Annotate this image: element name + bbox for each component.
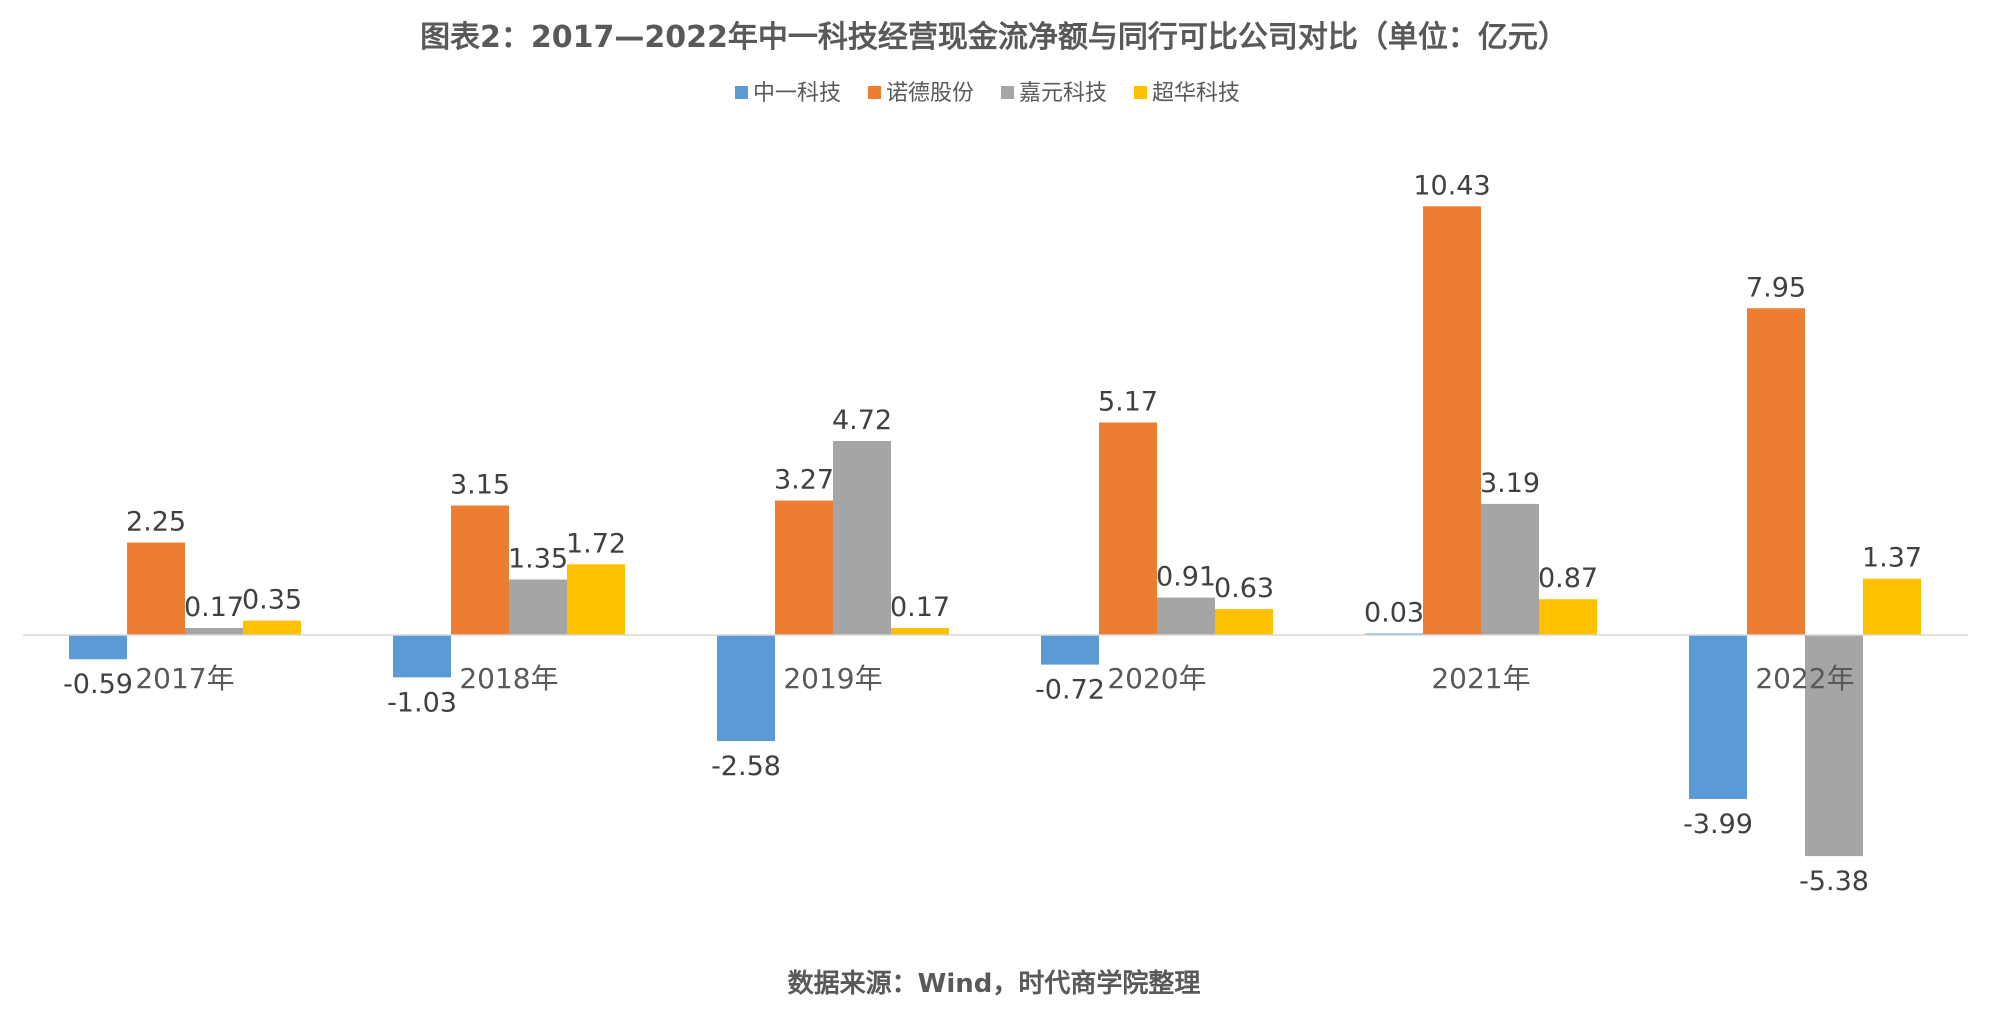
- data-label: 5.17: [1098, 387, 1158, 418]
- data-label: -3.99: [1683, 809, 1753, 840]
- data-label: 3.27: [774, 465, 834, 496]
- legend-item: 诺德股份: [868, 81, 974, 106]
- bar: [393, 635, 451, 678]
- bar: [509, 579, 567, 635]
- bar: [891, 628, 949, 635]
- data-label: -5.38: [1799, 866, 1869, 897]
- data-label: 0.63: [1214, 573, 1274, 604]
- legend-swatch: [1134, 86, 1147, 99]
- data-label: 0.17: [890, 592, 950, 623]
- data-label: 10.43: [1413, 170, 1490, 201]
- bars: -0.592.250.170.35-1.033.151.351.72-2.583…: [63, 170, 1922, 897]
- bar: [185, 628, 243, 635]
- bar: [1805, 635, 1863, 857]
- bar: [1481, 503, 1539, 635]
- data-label: -2.58: [711, 751, 781, 782]
- bar: [451, 505, 509, 635]
- data-label: -1.03: [387, 687, 457, 718]
- data-label: 3.19: [1480, 468, 1540, 499]
- legend-label: 中一科技: [753, 81, 841, 106]
- data-label: -0.72: [1035, 675, 1105, 706]
- bar: [1863, 578, 1921, 635]
- data-label: 0.17: [184, 592, 244, 623]
- bar: [1099, 422, 1157, 635]
- legend-swatch: [868, 86, 881, 99]
- bar: [1747, 308, 1805, 635]
- legend-label: 诺德股份: [886, 81, 974, 106]
- legend-item: 中一科技: [735, 81, 841, 106]
- bar: [1423, 206, 1481, 635]
- legend-label: 嘉元科技: [1019, 81, 1107, 106]
- data-label: 3.15: [450, 470, 510, 501]
- category-label: 2017年: [135, 662, 234, 695]
- data-label: 0.91: [1156, 562, 1216, 593]
- bar: [1157, 597, 1215, 635]
- bar: [127, 542, 185, 635]
- bar: [567, 564, 625, 635]
- legend: 中一科技 诺德股份 嘉元科技 超华科技: [735, 81, 1240, 106]
- data-label: 0.03: [1364, 598, 1424, 629]
- category-label: 2018年: [459, 662, 558, 695]
- legend-swatch: [1001, 86, 1014, 99]
- bar: [1539, 599, 1597, 635]
- bar: [717, 635, 775, 742]
- bar: [69, 635, 127, 660]
- data-label: 7.95: [1746, 272, 1806, 303]
- category-labels: 2017年 2018年 2019年 2020年 2021年 2022年: [135, 662, 1854, 695]
- data-label: 1.72: [566, 528, 626, 559]
- legend-item: 嘉元科技: [1001, 81, 1107, 106]
- legend-item: 超华科技: [1134, 81, 1240, 106]
- chart-title: 图表2：2017—2022年中一科技经营现金流净额与同行可比公司对比（单位：亿元…: [420, 20, 1568, 55]
- bar: [243, 620, 301, 635]
- category-label: 2020年: [1107, 662, 1206, 695]
- chart-source: 数据来源：Wind，时代商学院整理: [788, 968, 1201, 999]
- data-label: 4.72: [832, 405, 892, 436]
- category-label: 2019年: [783, 662, 882, 695]
- data-label: 1.37: [1862, 543, 1922, 574]
- bar: [833, 441, 891, 635]
- bar: [775, 500, 833, 635]
- category-label: 2021年: [1431, 662, 1530, 695]
- data-label: 0.87: [1538, 563, 1598, 594]
- data-label: 1.35: [508, 544, 568, 575]
- bar: [1041, 635, 1099, 665]
- legend-label: 超华科技: [1152, 81, 1240, 106]
- data-label: 0.35: [242, 585, 302, 616]
- data-label: -0.59: [63, 669, 133, 700]
- bar: [1689, 635, 1747, 799]
- data-label: 2.25: [126, 507, 186, 538]
- legend-swatch: [735, 86, 748, 99]
- bar: [1215, 609, 1273, 635]
- category-label: 2022年: [1755, 662, 1854, 695]
